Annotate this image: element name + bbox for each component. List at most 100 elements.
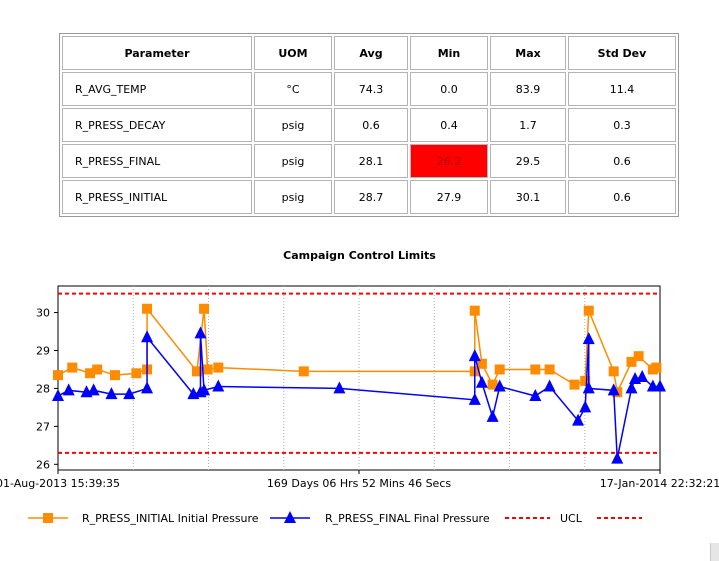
final-data-point xyxy=(625,381,638,394)
cell-parameter: R_PRESS_INITIAL xyxy=(62,180,252,214)
table-row: R_AVG_TEMP °C 74.3 0.0 83.9 11.4 xyxy=(62,72,676,106)
cell-std-dev: 0.6 xyxy=(568,144,676,178)
cell-parameter: R_PRESS_FINAL xyxy=(62,144,252,178)
table-header-row: Parameter UOM Avg Min Max Std Dev xyxy=(62,36,676,70)
cell-uom: psig xyxy=(254,180,332,214)
chart-title: Campaign Control Limits xyxy=(283,249,436,262)
initial-data-point xyxy=(109,370,120,381)
table-row: R_PRESS_DECAY psig 0.6 0.4 1.7 0.3 xyxy=(62,108,676,142)
initial-data-point xyxy=(142,303,153,314)
cell-max: 1.7 xyxy=(490,108,566,142)
final-data-point xyxy=(468,392,481,405)
cell-avg: 28.1 xyxy=(334,144,408,178)
final-data-point xyxy=(62,383,75,396)
initial-data-point xyxy=(92,364,103,375)
cell-std-dev: 11.4 xyxy=(568,72,676,106)
legend-marker xyxy=(284,511,296,523)
final-data-point xyxy=(468,349,481,362)
x-middle-label: 169 Days 06 Hrs 52 Mins 46 Secs xyxy=(267,477,451,490)
table-row: R_PRESS_INITIAL psig 28.7 27.9 30.1 0.6 xyxy=(62,180,676,214)
final-data-point xyxy=(105,387,118,400)
initial-data-point xyxy=(487,379,498,390)
vertical-scrollbar[interactable] xyxy=(710,543,719,561)
cell-min-alert: 26.2 xyxy=(410,144,488,178)
final-data-point xyxy=(582,381,595,394)
cell-avg: 28.7 xyxy=(334,180,408,214)
initial-data-point xyxy=(608,366,619,377)
final-data-point xyxy=(475,375,488,388)
final-data-point xyxy=(486,409,499,422)
final-data-point xyxy=(52,389,64,402)
table-row: R_PRESS_FINAL psig 28.1 26.2 29.5 0.6 xyxy=(62,144,676,178)
initial-data-point xyxy=(626,356,637,367)
initial-data-point xyxy=(131,368,142,379)
header-min[interactable]: Min xyxy=(410,36,488,70)
header-uom[interactable]: UOM xyxy=(254,36,332,70)
cell-max: 83.9 xyxy=(490,72,566,106)
initial-data-point xyxy=(651,362,662,373)
final-data-point xyxy=(579,400,592,413)
y-tick-label: 26 xyxy=(36,458,50,471)
initial-data-point xyxy=(191,366,202,377)
initial-data-point xyxy=(53,370,63,381)
statistics-table: Parameter UOM Avg Min Max Std Dev R_AVG_… xyxy=(59,33,679,217)
cell-uom: psig xyxy=(254,144,332,178)
y-tick-label: 27 xyxy=(36,420,50,433)
header-avg[interactable]: Avg xyxy=(334,36,408,70)
cell-parameter: R_AVG_TEMP xyxy=(62,72,252,106)
y-tick-label: 30 xyxy=(36,307,50,320)
final-data-point xyxy=(123,387,136,400)
cell-std-dev: 0.6 xyxy=(568,180,676,214)
initial-data-point xyxy=(199,303,210,314)
final-data-point xyxy=(607,383,620,396)
legend-marker xyxy=(43,513,53,523)
final-data-point xyxy=(194,326,207,339)
x-end-label: 17-Jan-2014 22:32:21 xyxy=(600,477,719,490)
initial-data-point xyxy=(583,305,594,316)
initial-data-point xyxy=(530,364,541,375)
cell-min: 0.0 xyxy=(410,72,488,106)
initial-data-point xyxy=(202,364,213,375)
cell-avg: 0.6 xyxy=(334,108,408,142)
initial-data-point xyxy=(544,364,555,375)
final-data-point xyxy=(611,451,624,464)
final-data-point xyxy=(333,381,346,394)
cell-max: 29.5 xyxy=(490,144,566,178)
initial-data-point xyxy=(298,366,309,377)
header-std-dev[interactable]: Std Dev xyxy=(568,36,676,70)
initial-data-point xyxy=(469,305,480,316)
cell-uom: °C xyxy=(254,72,332,106)
final-data-point xyxy=(636,370,649,383)
cell-avg: 74.3 xyxy=(334,72,408,106)
y-tick-label: 28 xyxy=(36,382,50,395)
cell-std-dev: 0.3 xyxy=(568,108,676,142)
cell-min: 27.9 xyxy=(410,180,488,214)
header-max[interactable]: Max xyxy=(490,36,566,70)
initial-data-point xyxy=(569,379,580,390)
final-data-point xyxy=(543,379,556,392)
legend-label: R_PRESS_FINAL Final Pressure xyxy=(325,512,490,525)
cell-parameter: R_PRESS_DECAY xyxy=(62,108,252,142)
final-data-point xyxy=(493,379,506,392)
final-data-point xyxy=(141,330,154,343)
cell-uom: psig xyxy=(254,108,332,142)
final-data-point xyxy=(572,413,585,426)
final-data-point xyxy=(87,383,100,396)
x-start-label: 01-Aug-2013 15:39:35 xyxy=(0,477,120,490)
initial-data-point xyxy=(580,375,591,386)
final-data-point xyxy=(582,332,595,345)
final-data-point xyxy=(141,381,154,394)
final-data-point xyxy=(654,379,666,392)
header-parameter[interactable]: Parameter xyxy=(62,36,252,70)
initial-data-point xyxy=(85,368,96,379)
initial-data-point xyxy=(633,351,644,362)
cell-max: 30.1 xyxy=(490,180,566,214)
final-data-point xyxy=(198,383,211,396)
final-data-point xyxy=(212,379,225,392)
final-data-point xyxy=(529,389,542,402)
y-tick-label: 29 xyxy=(36,344,50,357)
cell-min: 0.4 xyxy=(410,108,488,142)
legend-label: R_PRESS_INITIAL Initial Pressure xyxy=(82,512,259,525)
initial-data-point xyxy=(494,364,505,375)
